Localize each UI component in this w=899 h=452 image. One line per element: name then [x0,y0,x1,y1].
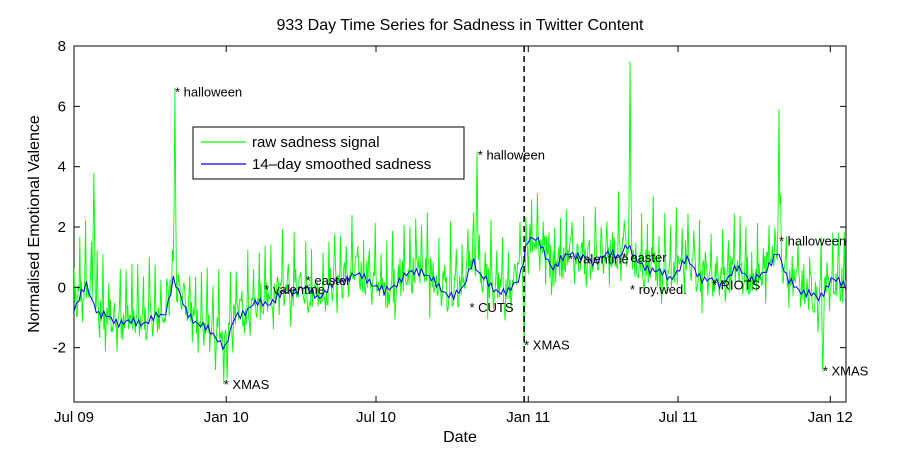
event-annotation: * roy.wed. [630,282,687,297]
event-annotation: * CUTS [470,300,514,315]
event-annotation: * valentine [264,282,325,297]
event-annotation: * XMAS [224,377,270,392]
legend: raw sadness signal 14–day smoothed sadne… [192,126,465,180]
event-annotation: * valentine [568,252,629,267]
plot-area: Jul 09 Jan 10 Jul 10 Jan 11 Jul 11 Jan 12 -2 0 2… [53,38,869,426]
event-annotation: * halloween [478,148,545,163]
x-tick-label: Jul 11 [659,409,698,426]
event-annotation: * halloween [175,84,242,99]
event-annotation: * XMAS [823,363,869,378]
y-tick-label: 8 [58,38,66,55]
y-tick-label: 2 [58,219,66,236]
y-axis-title: Normalised Emotional Valence [26,115,43,333]
y-tick-label: 6 [58,98,66,115]
y-tick-label: -2 [53,340,66,357]
y-tick-label: 4 [58,159,66,176]
x-axis-title: Date [443,429,477,446]
legend-label-smooth: 14–day smoothed sadness [252,156,431,173]
chart-title: 933 Day Time Series for Sadness in Twitt… [277,17,645,34]
event-annotation: * easter [306,273,351,288]
x-tick-label: Jan 10 [204,409,249,426]
x-tick-label: Jan 12 [808,409,853,426]
plot-frame [73,45,847,403]
y-tick-label: 0 [58,279,66,296]
raw-sadness-line [74,61,846,384]
x-tick-label: Jan 11 [506,409,550,426]
event-annotation: * halloween [779,234,846,249]
smoothed-sadness-line [74,236,846,351]
legend-box [192,126,465,180]
event-annotation: * easter [622,250,667,265]
x-tick-label: Jul 10 [356,409,396,426]
event-annotation: * XMAS [524,338,570,353]
event-annotation: * RIOTS [712,277,761,292]
legend-label-raw: raw sadness signal [252,134,380,151]
x-tick-label: Jul 09 [54,409,94,426]
